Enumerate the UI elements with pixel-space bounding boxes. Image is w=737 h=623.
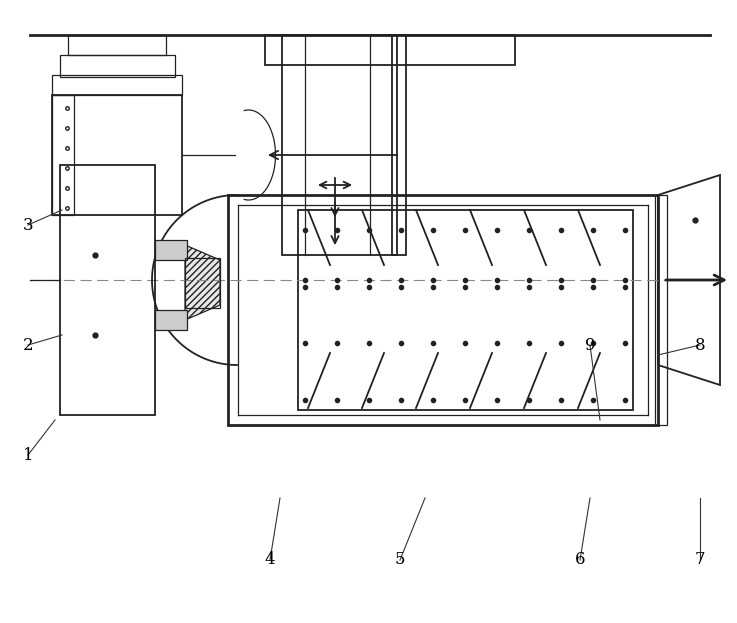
Text: 9: 9	[584, 336, 595, 353]
Bar	[185, 258, 220, 308]
Bar	[60, 55, 175, 77]
Text: 2: 2	[23, 336, 33, 353]
Text: 3: 3	[23, 217, 33, 234]
Bar	[265, 35, 515, 65]
Text: 7: 7	[695, 551, 705, 569]
Text: 6: 6	[575, 551, 585, 569]
Bar	[68, 35, 166, 55]
Bar	[282, 35, 397, 255]
Text: 8: 8	[695, 336, 705, 353]
Bar	[60, 165, 155, 415]
Bar	[52, 95, 182, 215]
Bar	[392, 35, 406, 255]
Polygon shape	[185, 245, 220, 320]
Bar	[228, 195, 658, 425]
Bar	[52, 75, 182, 95]
Bar	[155, 310, 187, 330]
Text: 4: 4	[265, 551, 276, 569]
Bar	[298, 210, 633, 410]
Bar	[52, 95, 74, 215]
Text: 5: 5	[395, 551, 405, 569]
Bar	[655, 195, 667, 425]
Bar	[155, 240, 187, 260]
Text: 1: 1	[23, 447, 33, 464]
